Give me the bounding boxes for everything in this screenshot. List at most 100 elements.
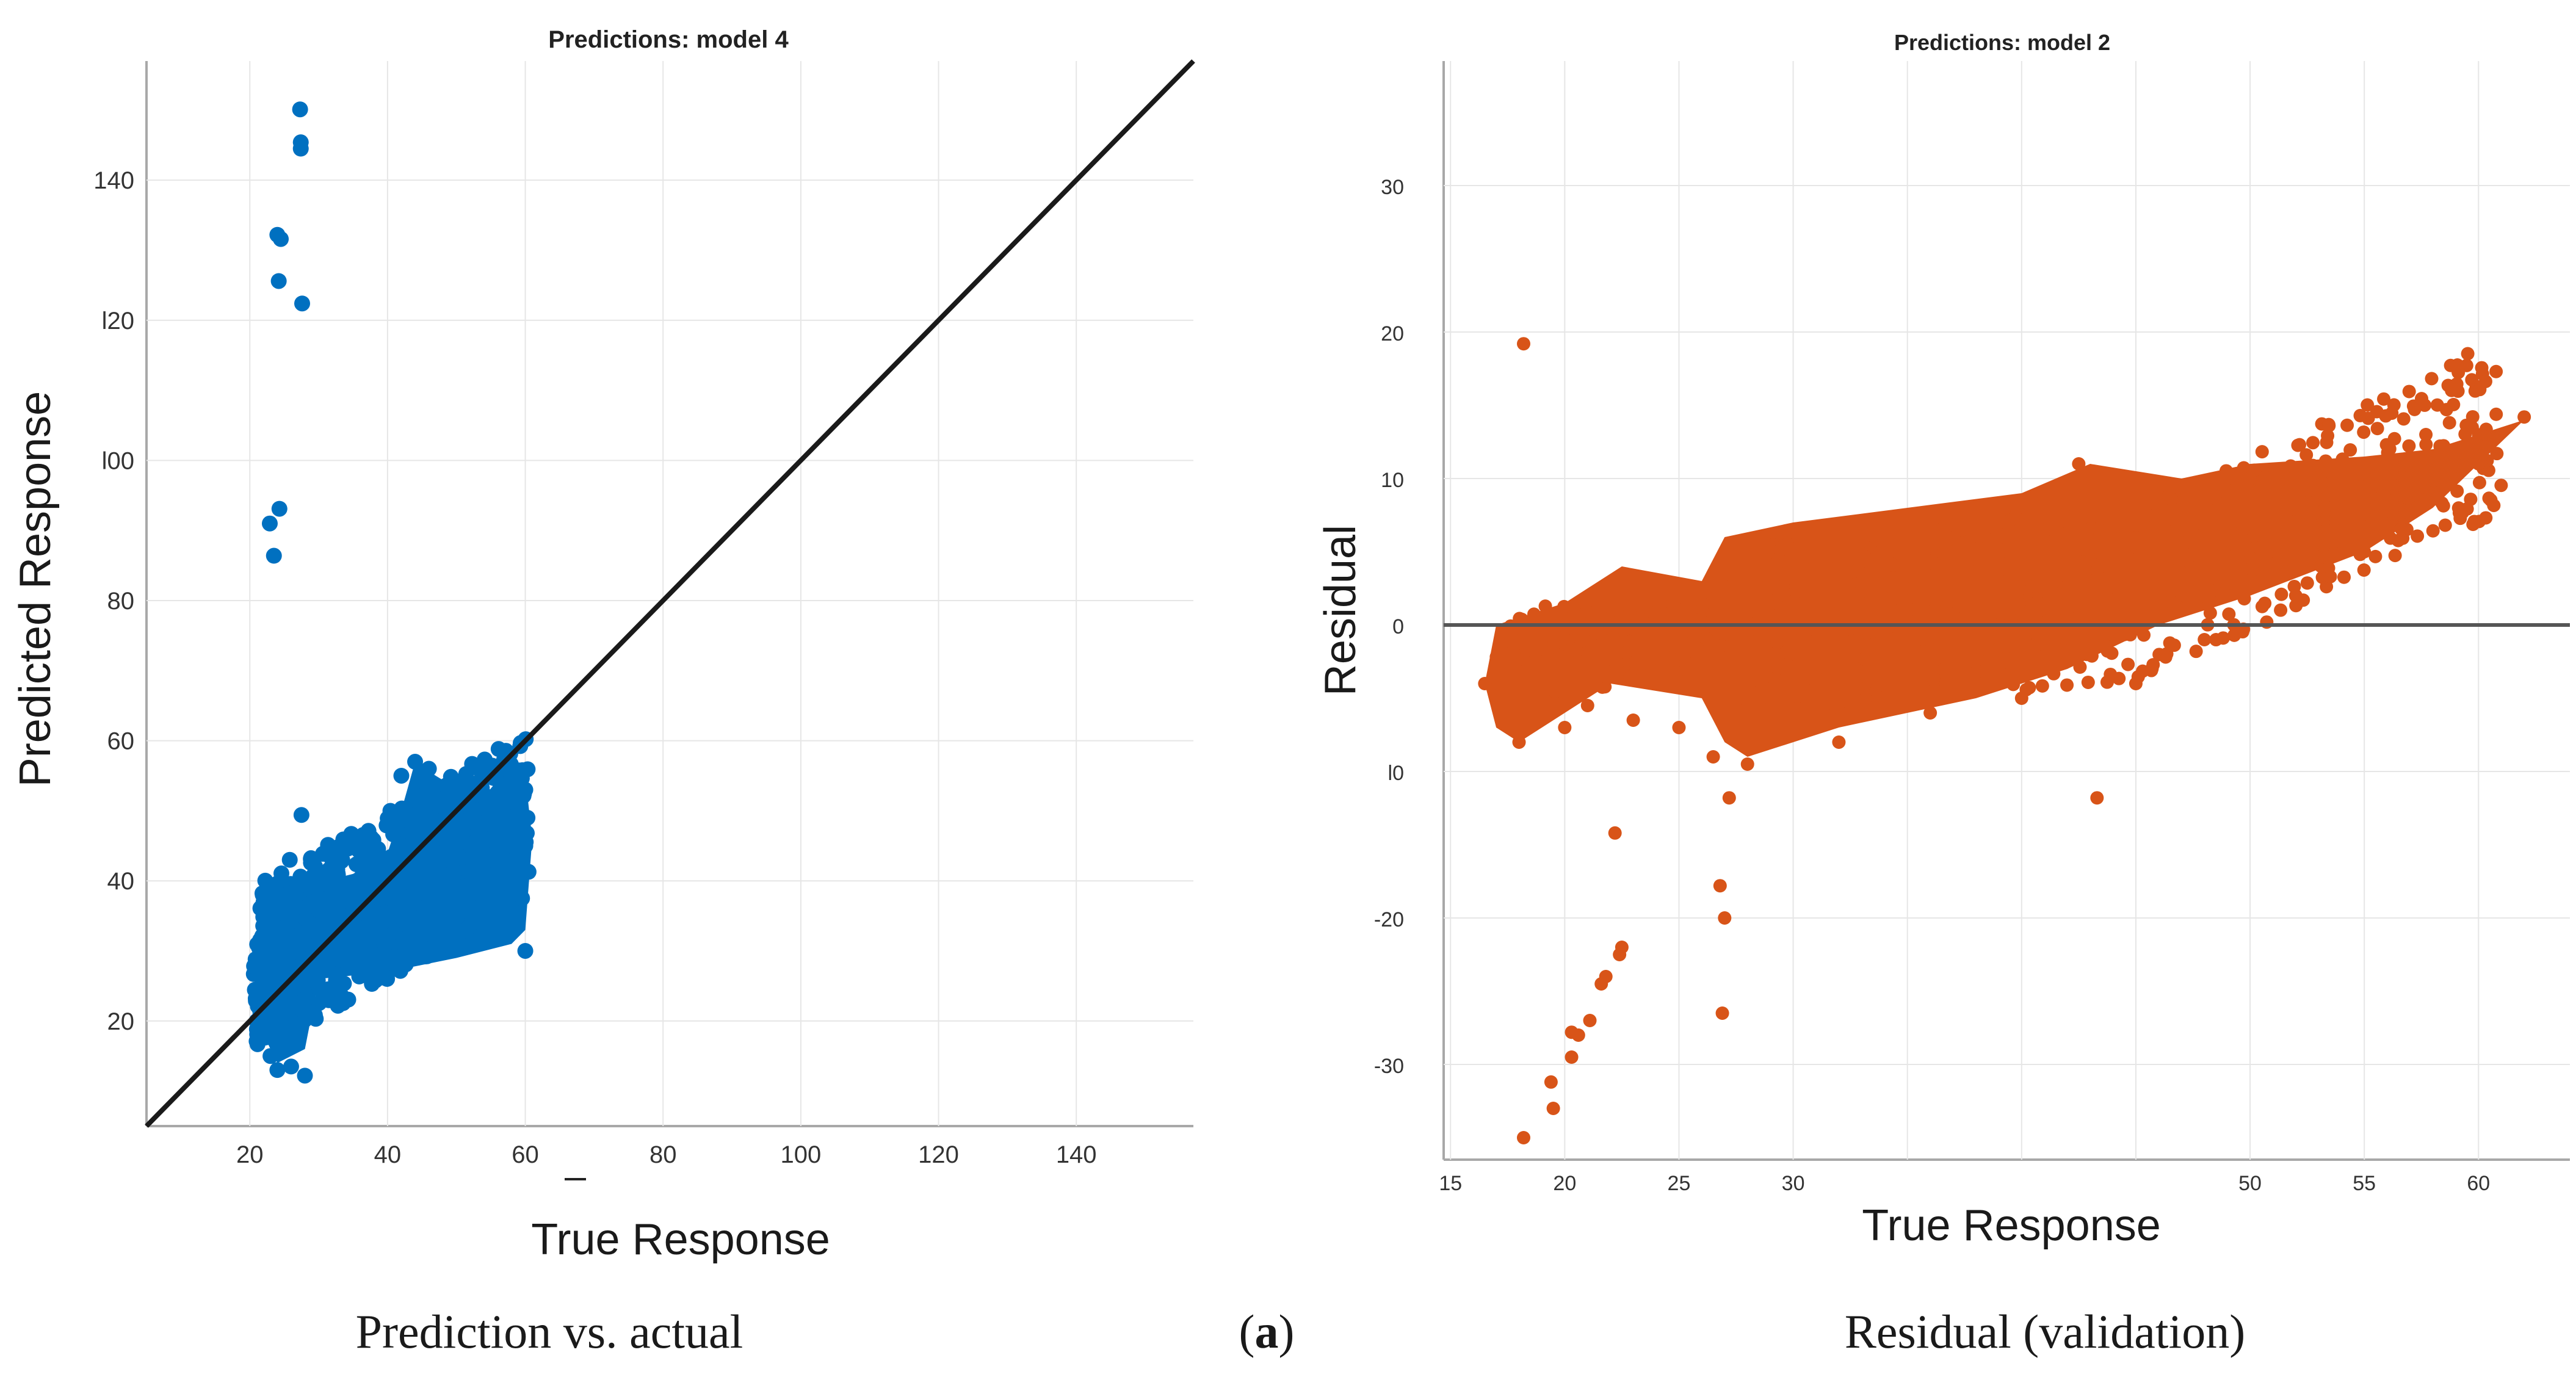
right-cloud-point [1865, 529, 1879, 543]
data-point [2090, 791, 2104, 805]
left-cloud-point [257, 906, 273, 923]
right-cloud-point [1526, 621, 1540, 635]
right-cloud-point [1856, 568, 1870, 582]
right-cloud-point [1972, 541, 1986, 555]
left-cloud-point [408, 885, 424, 901]
right-cloud-point [2089, 563, 2104, 577]
right-cloud-point [2122, 591, 2136, 605]
right-cloud-point [2273, 530, 2287, 544]
right-cloud-point [2419, 428, 2433, 442]
right-cloud-point [2022, 638, 2036, 652]
y-tick-label: 10 [1381, 469, 1404, 492]
right-cloud-point [2470, 447, 2484, 461]
right-cloud-point [2079, 604, 2093, 618]
right-cloud-point [1759, 554, 1773, 568]
right-cloud-point [2274, 603, 2288, 617]
left-tick-labels: 20 40 60 80 100 120 140 20 40 60 80 l00 l20 140 [93, 167, 1096, 1168]
data-point [276, 956, 292, 973]
data-point [2357, 545, 2372, 558]
right-cloud-point [2473, 383, 2487, 397]
right-cloud-point [2245, 563, 2259, 577]
right-cloud-point [1937, 662, 1951, 676]
right-chart-title: Predictions: model 2 [1894, 30, 2110, 55]
data-point [1608, 826, 1622, 840]
data-point [311, 873, 327, 889]
left-cloud-point [344, 886, 361, 903]
right-cloud-point [1811, 582, 1825, 596]
right-cloud-point [1872, 637, 1886, 651]
right-cloud-point [2337, 570, 2351, 584]
left-cloud-point [455, 824, 471, 840]
data-point [1516, 1131, 1530, 1144]
right-cloud-point [2387, 398, 2401, 412]
data-point [414, 859, 430, 875]
right-cloud-point [1920, 554, 1934, 568]
right-cloud-point [1649, 627, 1663, 641]
x-tick-label: 60 [2467, 1172, 2490, 1195]
right-cloud-point [2274, 555, 2288, 569]
right-cloud-point [2176, 494, 2190, 508]
data-point [1571, 1028, 1585, 1042]
data-point [1544, 1075, 1558, 1089]
left-cloud-point [416, 823, 433, 839]
left-cloud-point [379, 970, 396, 987]
left-cloud-point [418, 788, 434, 804]
right-cloud-point [1507, 645, 1521, 659]
right-cloud-point [2219, 464, 2233, 478]
right-cloud-point [1990, 577, 2004, 591]
right-cloud-point [2247, 529, 2261, 543]
y-tick-label: 20 [107, 1008, 135, 1035]
right-cloud-point [1655, 588, 1669, 602]
right-cloud-point [1735, 667, 1749, 681]
right-cloud-point [2458, 427, 2472, 441]
right-cloud-point [1853, 585, 1867, 599]
right-cloud-point [1761, 600, 1775, 614]
x-tick-label: 20 [236, 1141, 264, 1168]
right-cloud-point [1497, 626, 1511, 640]
right-cloud-point [1963, 649, 1977, 663]
right-cloud-point [1747, 540, 1761, 554]
right-cloud-point [1781, 537, 1795, 551]
right-cloud-point [2487, 499, 2501, 513]
right-cloud-point [2357, 563, 2371, 577]
x-tick-label: 140 [1056, 1141, 1097, 1168]
right-cloud-point [1737, 692, 1751, 706]
right-cloud-point [2189, 645, 2203, 659]
right-cloud-point [1809, 572, 1823, 586]
right-cloud-point [2411, 529, 2425, 543]
left-cloud-point [276, 925, 292, 942]
left-caption: Prediction vs. actual [356, 1305, 743, 1358]
right-cloud-point [2391, 533, 2405, 547]
data-point [1626, 713, 1640, 727]
right-cloud-point [2022, 535, 2036, 549]
right-cloud-point [1527, 607, 1541, 621]
right-cloud-point [1841, 680, 1855, 694]
right-cloud-point [2158, 650, 2173, 664]
right-cloud-point [2165, 492, 2179, 506]
left-cloud-point [461, 919, 477, 935]
x-tick-label: 30 [1782, 1172, 1805, 1195]
y-tick-label: l20 [102, 308, 134, 334]
left-cloud-point [353, 967, 370, 984]
right-cloud-point [1809, 639, 1823, 653]
right-cloud-point [2464, 493, 2478, 507]
left-cloud-point [384, 891, 400, 908]
right-cloud-point [1823, 549, 1837, 563]
right-cloud-point [2388, 549, 2402, 563]
data-point [1580, 699, 1594, 712]
right-cloud-point [2080, 537, 2094, 551]
right-cloud-point [1581, 605, 1595, 620]
right-cloud-point [2367, 518, 2381, 532]
right-cloud-point [1982, 629, 1996, 643]
left-cloud-point [421, 945, 438, 961]
right-cloud-point [1526, 665, 1540, 679]
left-cloud-point [316, 958, 333, 974]
right-cloud-point [1921, 540, 1935, 554]
right-cloud-point [2058, 582, 2072, 596]
right-cloud-point [1962, 667, 1976, 681]
right-cloud-point [2214, 517, 2228, 531]
right-cloud-point [2075, 555, 2089, 569]
right-cloud-point [2361, 398, 2375, 412]
right-cloud-point [2085, 649, 2099, 663]
left-cloud-point [289, 875, 306, 892]
